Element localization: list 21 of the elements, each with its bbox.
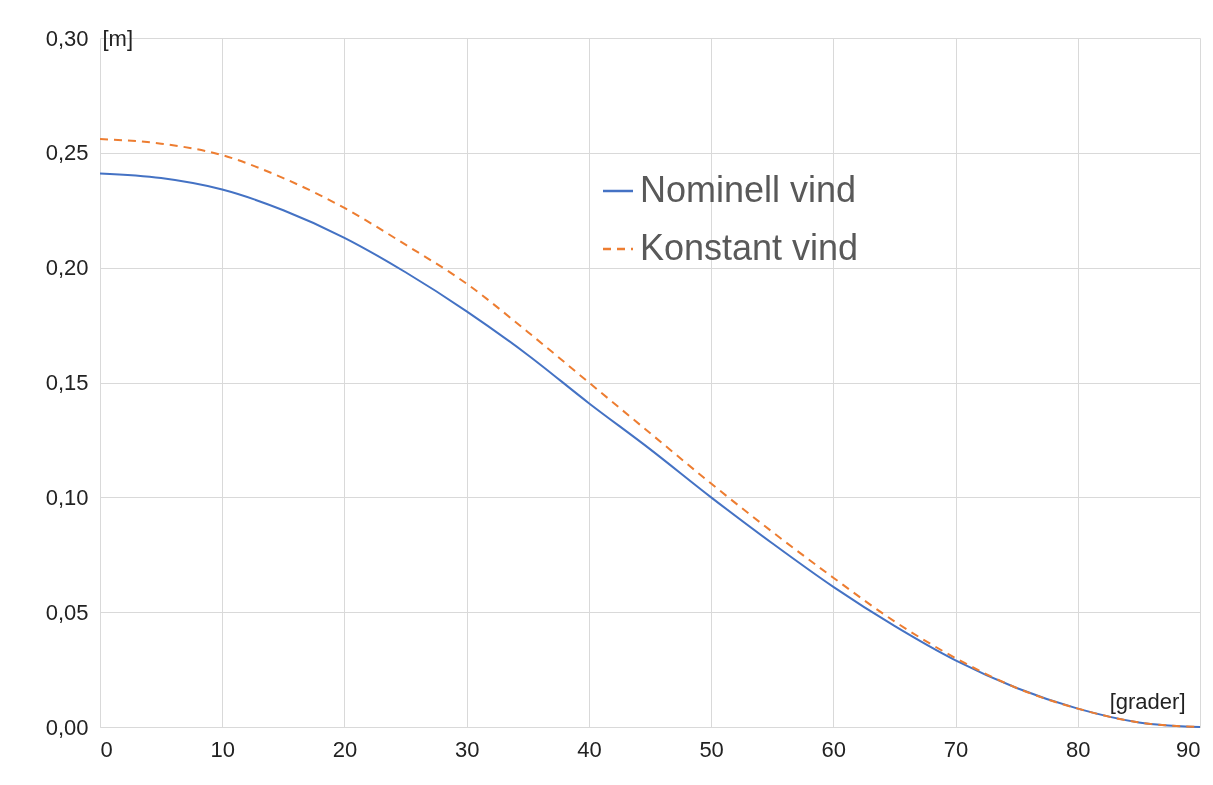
legend-label: Konstant vind — [640, 227, 859, 268]
y-tick-label: 0,25 — [45, 140, 89, 166]
x-tick-label: 90 — [1176, 736, 1201, 762]
y-tick-label: 0,00 — [45, 714, 89, 740]
y-axis-title: [m] — [102, 25, 134, 51]
x-tick-label: 0 — [100, 736, 113, 762]
legend-label: Nominell vind — [640, 169, 857, 210]
x-tick-label: 60 — [821, 736, 847, 762]
x-tick-label: 10 — [210, 736, 235, 762]
y-tick-label: 0,05 — [45, 599, 89, 625]
y-tick-label: 0,20 — [45, 255, 89, 281]
x-tick-label: 80 — [1066, 736, 1091, 762]
x-tick-label: 40 — [577, 736, 602, 762]
y-tick-label: 0,30 — [45, 25, 89, 51]
x-axis-title: [grader] — [1109, 688, 1186, 714]
x-tick-label: 20 — [332, 736, 358, 762]
x-tick-label: 30 — [454, 736, 480, 762]
y-tick-label: 0,15 — [45, 370, 89, 395]
y-tick-label: 0,10 — [45, 484, 89, 510]
x-tick-label: 50 — [699, 736, 724, 762]
x-tick-label: 70 — [943, 736, 969, 762]
